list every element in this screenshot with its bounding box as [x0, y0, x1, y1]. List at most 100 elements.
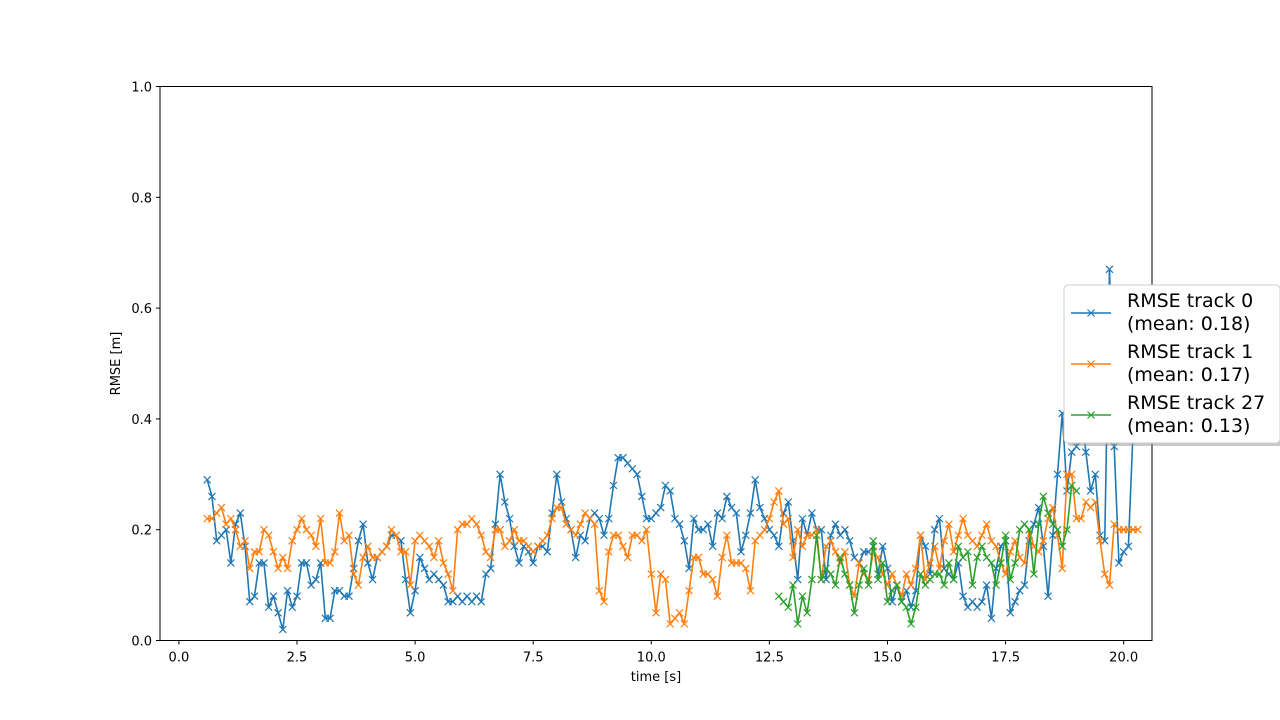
data-point-marker [264, 531, 273, 540]
data-point-marker [623, 553, 632, 562]
data-point-marker [250, 592, 259, 601]
data-point-marker [1072, 486, 1081, 495]
data-point-marker [784, 603, 793, 612]
data-point-marker [444, 570, 453, 578]
data-point-marker [406, 581, 415, 590]
data-point-marker [477, 531, 486, 540]
plot-area [203, 265, 1142, 634]
data-point-marker [359, 553, 368, 562]
data-point-marker [826, 536, 835, 545]
data-point-marker [1100, 570, 1109, 578]
data-point-marker [987, 614, 996, 623]
data-point-marker [548, 514, 557, 523]
data-point-marker [288, 536, 297, 545]
data-point-marker [633, 470, 642, 479]
data-point-marker [902, 603, 911, 612]
data-point-marker [826, 531, 835, 540]
data-point-marker [831, 581, 840, 590]
data-point-marker [992, 581, 1001, 590]
data-point-marker [741, 531, 750, 540]
data-point-marker [415, 553, 424, 562]
data-point-marker [675, 608, 684, 617]
data-point-marker [1133, 525, 1142, 534]
data-point-marker [1044, 509, 1053, 518]
data-point-marker [713, 592, 722, 601]
data-point-marker [430, 553, 438, 562]
data-point-marker [803, 608, 812, 617]
data-point-marker [940, 581, 949, 590]
data-point-marker [836, 553, 845, 562]
data-point-marker [845, 536, 854, 545]
data-point-marker [581, 536, 590, 545]
data-point-marker [944, 559, 953, 567]
data-point-marker [505, 514, 514, 523]
legend-swatch-marker [1087, 411, 1095, 419]
data-point-marker [968, 581, 977, 590]
data-point-marker [208, 492, 216, 501]
x-tick-label: 0.0 [169, 651, 190, 666]
data-point-marker [477, 597, 486, 606]
data-point-marker [949, 575, 958, 584]
data-point-marker [798, 592, 807, 601]
data-point-marker [226, 514, 235, 523]
data-point-marker [264, 603, 273, 612]
data-point-marker [770, 498, 779, 506]
legend: RMSE track 0(mean: 0.18)RMSE track 1(mea… [1063, 284, 1280, 446]
data-point-marker [302, 559, 311, 567]
data-point-marker [1091, 498, 1100, 506]
data-point-marker [959, 514, 967, 523]
y-tick-label: 1.0 [131, 81, 152, 96]
data-point-marker [278, 625, 287, 634]
data-point-marker [982, 581, 991, 590]
data-point-marker [496, 470, 505, 479]
data-point-marker [571, 553, 580, 562]
data-point-marker [930, 542, 939, 551]
data-point-marker [359, 520, 368, 529]
data-point-marker [765, 514, 774, 523]
data-point-marker [666, 486, 675, 495]
data-point-marker [892, 581, 901, 590]
data-point-marker [680, 536, 689, 545]
data-point-marker [1011, 597, 1019, 606]
data-point-marker [883, 597, 892, 606]
data-point-marker [973, 553, 982, 562]
data-point-marker [1053, 470, 1062, 479]
data-point-marker [1096, 536, 1104, 545]
data-point-marker [737, 547, 745, 556]
data-point-marker [1105, 265, 1114, 274]
data-point-marker [571, 531, 580, 540]
data-point-marker [241, 536, 249, 545]
data-point-marker [236, 509, 245, 518]
data-point-marker [954, 531, 963, 540]
data-point-marker [293, 525, 301, 534]
series-2 [774, 481, 1081, 628]
data-point-marker [911, 603, 920, 612]
data-point-marker [269, 592, 278, 601]
data-point-marker [708, 575, 717, 584]
data-point-marker [755, 503, 764, 512]
data-point-marker [992, 542, 1001, 551]
x-tick-label: 15.0 [873, 651, 902, 666]
data-point-marker [812, 531, 821, 540]
data-point-marker [978, 597, 986, 606]
data-point-marker [1124, 542, 1133, 551]
data-point-marker [930, 525, 939, 534]
data-point-marker [316, 514, 325, 523]
data-point-marker [1001, 531, 1010, 540]
data-point-marker [576, 520, 585, 529]
data-point-marker [269, 547, 278, 556]
data-point-marker [959, 592, 967, 601]
data-point-marker [595, 586, 604, 595]
data-point-marker [245, 564, 254, 573]
x-tick-label: 10.0 [637, 651, 666, 666]
x-tick-label: 20.0 [1109, 651, 1138, 666]
data-point-marker [1086, 486, 1095, 495]
y-tick-label: 0.6 [131, 302, 152, 317]
data-point-marker [841, 525, 849, 534]
data-point-marker [1067, 470, 1076, 479]
data-point-marker [406, 608, 415, 617]
data-point-marker [590, 520, 599, 529]
data-point-marker [798, 542, 807, 551]
data-point-marker [718, 514, 727, 523]
data-point-marker [789, 553, 797, 562]
